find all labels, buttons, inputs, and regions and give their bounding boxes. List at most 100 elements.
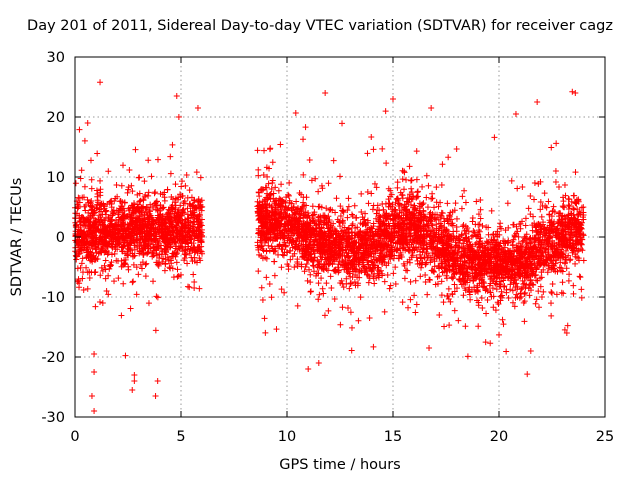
data-point (292, 220, 299, 227)
data-point (414, 188, 421, 195)
data-point (285, 191, 292, 198)
data-point (178, 183, 185, 190)
data-point (373, 210, 380, 217)
data-point (419, 201, 426, 208)
data-point (301, 268, 308, 275)
data-point (359, 264, 366, 271)
data-point (117, 233, 124, 240)
data-point (475, 227, 482, 234)
data-point (490, 277, 497, 284)
data-point (294, 260, 301, 267)
data-point (107, 262, 114, 269)
data-point (121, 242, 128, 249)
data-point (482, 339, 489, 346)
data-point (97, 208, 104, 215)
data-point (362, 222, 369, 229)
data-point (84, 269, 91, 276)
data-point (423, 194, 430, 201)
data-point (390, 217, 397, 224)
data-point (444, 200, 451, 207)
data-point (409, 196, 416, 203)
data-point (107, 198, 114, 205)
data-point (278, 181, 285, 188)
data-point (78, 167, 85, 174)
data-point (119, 223, 126, 230)
data-point (476, 276, 483, 283)
data-point (136, 250, 143, 257)
data-point (280, 234, 287, 241)
data-point (417, 273, 424, 280)
data-point (565, 252, 572, 259)
data-point (142, 238, 149, 245)
data-point (516, 295, 523, 302)
data-point (104, 243, 111, 250)
data-point (310, 268, 317, 275)
data-point (131, 252, 138, 259)
data-point (174, 266, 181, 273)
data-point (470, 277, 477, 284)
data-point (89, 238, 96, 245)
data-point (97, 186, 104, 193)
data-point (512, 233, 519, 240)
data-point (266, 192, 273, 199)
data-point (325, 307, 332, 314)
data-point (118, 202, 125, 209)
data-point (351, 279, 358, 286)
data-point (190, 271, 197, 278)
data-point (337, 280, 344, 287)
data-point (92, 227, 99, 234)
data-point (81, 137, 88, 144)
data-point (561, 204, 568, 211)
data-point (521, 272, 528, 279)
data-point (79, 255, 86, 262)
data-point (264, 207, 271, 214)
data-point (452, 200, 459, 207)
data-point (358, 209, 365, 216)
data-point (73, 221, 80, 228)
data-point (422, 261, 429, 268)
data-point (105, 215, 112, 222)
data-point (561, 181, 568, 188)
data-point (537, 283, 544, 290)
data-point (299, 250, 306, 257)
data-point (447, 298, 454, 305)
data-point (121, 261, 128, 268)
data-point (191, 244, 198, 251)
data-point (132, 215, 139, 222)
data-point (308, 177, 315, 184)
data-point (89, 231, 96, 238)
data-point (555, 230, 562, 237)
data-point (453, 285, 460, 292)
data-point (80, 222, 87, 229)
data-point (575, 211, 582, 218)
data-point (477, 215, 484, 222)
data-point (182, 223, 189, 230)
data-point (107, 212, 114, 219)
data-point (425, 182, 432, 189)
data-point (289, 253, 296, 260)
data-point (344, 244, 351, 251)
data-point (125, 224, 132, 231)
data-point (101, 237, 108, 244)
data-point (553, 245, 560, 252)
data-point (120, 242, 127, 249)
data-point (368, 190, 375, 197)
data-point (324, 250, 331, 257)
data-point (140, 251, 147, 258)
data-point (459, 223, 466, 230)
data-point (460, 240, 467, 247)
data-point (103, 288, 110, 295)
data-point (473, 198, 480, 205)
data-point (576, 273, 583, 280)
data-point (90, 253, 97, 260)
data-point (533, 277, 540, 284)
data-point (539, 202, 546, 209)
data-point (474, 246, 481, 253)
data-point (82, 207, 89, 214)
data-point (262, 201, 269, 208)
data-point (317, 213, 324, 220)
data-point (448, 274, 455, 281)
data-point (159, 258, 166, 265)
data-point (258, 185, 265, 192)
data-point (158, 227, 165, 234)
